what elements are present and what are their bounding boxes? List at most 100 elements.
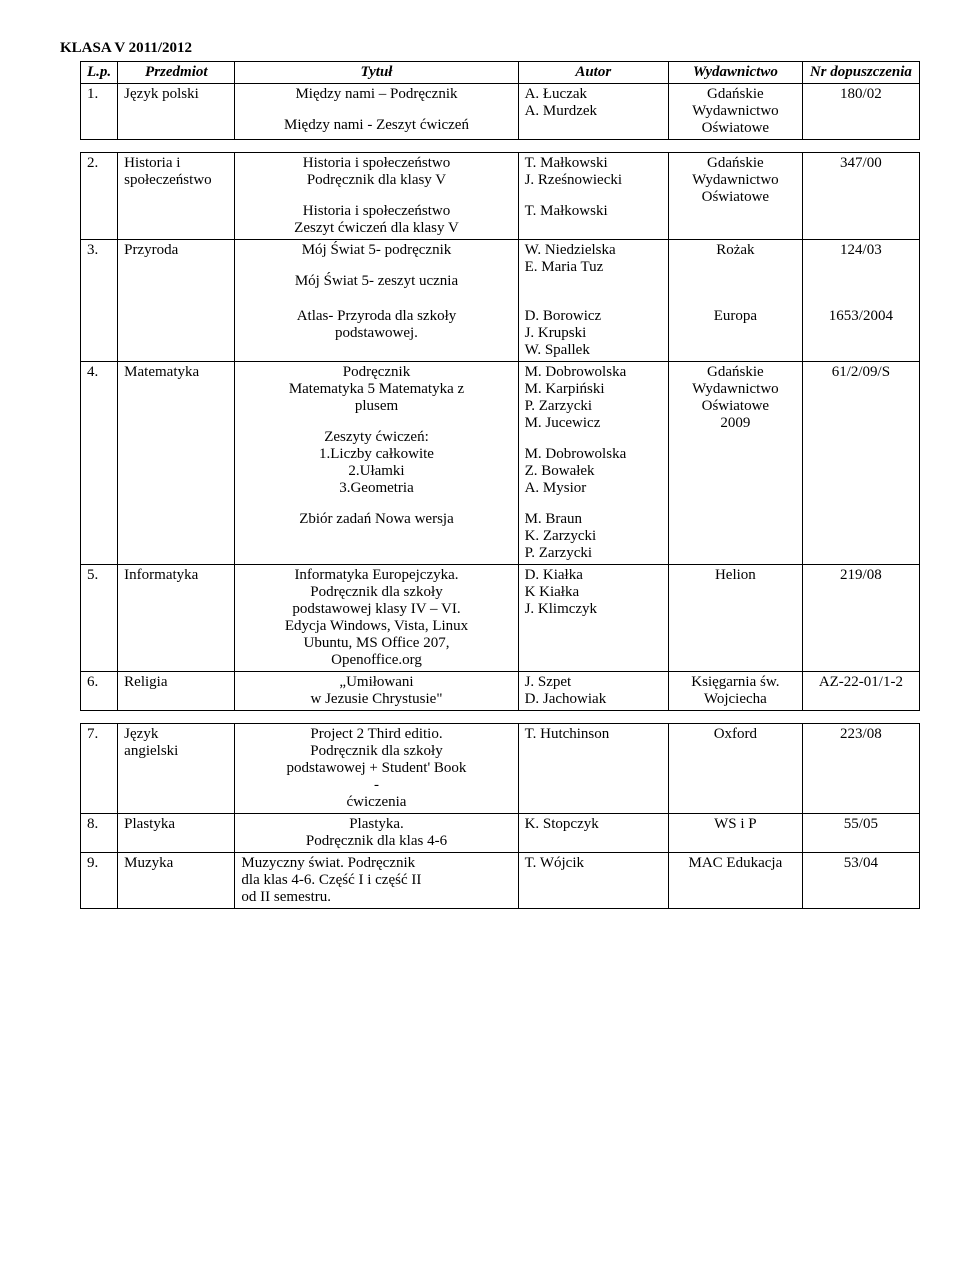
spacer-row [81, 711, 920, 724]
cell-text: D. Borowicz [525, 308, 662, 325]
cell-wyd: Europa [668, 292, 802, 362]
cell-autor: K. Stopczyk [518, 814, 668, 853]
cell-text: A. Mysior [525, 480, 662, 497]
cell-text: podstawowej klasy IV – VI. [241, 601, 511, 618]
cell-text: „Umiłowani [241, 674, 511, 691]
cell-text: W. Spallek [525, 342, 662, 359]
cell-lp: 2. [81, 153, 118, 240]
cell-text: Plastyka. [241, 816, 511, 833]
header-row: L.p. Przedmiot Tytuł Autor Wydawnictwo N… [81, 62, 920, 84]
cell-text: Język [124, 726, 228, 743]
cell-text: E. Maria Tuz [525, 259, 662, 276]
cell-text: M. Jucewicz [525, 415, 662, 432]
cell-nr: 347/00 [802, 153, 919, 240]
cell-autor: T. Małkowski J. Rześnowiecki T. Małkowsk… [518, 153, 668, 240]
cell-text: W. Niedzielska [525, 242, 662, 259]
cell-tytul: „Umiłowani w Jezusie Chrystusie" [235, 672, 518, 711]
cell-text: Wojciecha [675, 691, 796, 708]
cell-text: ćwiczenia [241, 794, 511, 811]
cell-text: Wydawnictwo [675, 172, 796, 189]
cell-wyd: Oxford [668, 724, 802, 814]
cell-text: Mój Świat 5- zeszyt ucznia [241, 273, 511, 290]
cell-text: J. Krupski [525, 325, 662, 342]
cell-lp: 3. [81, 240, 118, 293]
cell-tytul: Project 2 Third editio. Podręcznik dla s… [235, 724, 518, 814]
cell-lp: 9. [81, 853, 118, 909]
cell-wyd: Helion [668, 565, 802, 672]
cell-lp: 6. [81, 672, 118, 711]
page-title: KLASA V 2011/2012 [60, 40, 920, 57]
cell-text: M. Braun [525, 511, 662, 528]
cell-autor: W. Niedzielska E. Maria Tuz [518, 240, 668, 293]
cell-text: Zeszyt ćwiczeń dla klasy V [241, 220, 511, 237]
cell-text: Gdańskie [675, 155, 796, 172]
cell-text: Oświatowe [675, 189, 796, 206]
cell-text: A. Murdzek [525, 103, 662, 120]
spacer-row [81, 140, 920, 153]
cell-text: Europa [675, 308, 796, 325]
table-row: 5. Informatyka Informatyka Europejczyka.… [81, 565, 920, 672]
table-row: 7. Język angielski Project 2 Third editi… [81, 724, 920, 814]
table-row: Atlas- Przyroda dla szkoły podstawowej. … [81, 292, 920, 362]
cell-wyd: Księgarnia św. Wojciecha [668, 672, 802, 711]
cell-tytul: Mój Świat 5- podręcznik Mój Świat 5- zes… [235, 240, 518, 293]
cell-text: - [241, 777, 511, 794]
header-autor: Autor [518, 62, 668, 84]
cell-text: 2009 [675, 415, 796, 432]
cell-przedmiot: Plastyka [118, 814, 235, 853]
cell-text: podstawowej. [241, 325, 511, 342]
table-row: 4. Matematyka Podręcznik Matematyka 5 Ma… [81, 362, 920, 565]
cell-nr: 1653/2004 [802, 292, 919, 362]
cell-text: Gdańskie [675, 86, 796, 103]
cell-text: Oświatowe [675, 398, 796, 415]
cell-wyd: Gdańskie Wydawnictwo Oświatowe 2009 [668, 362, 802, 565]
cell-text: angielski [124, 743, 228, 760]
cell-nr: 55/05 [802, 814, 919, 853]
cell-text: P. Zarzycki [525, 545, 662, 562]
table-row: 8. Plastyka Plastyka. Podręcznik dla kla… [81, 814, 920, 853]
cell-tytul: Historia i społeczeństwo Podręcznik dla … [235, 153, 518, 240]
cell-tytul: Podręcznik Matematyka 5 Matematyka z plu… [235, 362, 518, 565]
table-row: 6. Religia „Umiłowani w Jezusie Chrystus… [81, 672, 920, 711]
header-wydawnictwo: Wydawnictwo [668, 62, 802, 84]
cell-text: Project 2 Third editio. [241, 726, 511, 743]
cell-przedmiot: Historia i społeczeństwo [118, 153, 235, 240]
cell-przedmiot: Muzyka [118, 853, 235, 909]
cell-nr: 61/2/09/S [802, 362, 919, 565]
cell-autor: M. Dobrowolska M. Karpiński P. Zarzycki … [518, 362, 668, 565]
cell-autor: D. Kiałka K Kiałka J. Klimczyk [518, 565, 668, 672]
cell-text: D. Jachowiak [525, 691, 662, 708]
cell-text: Openoffice.org [241, 652, 511, 669]
cell-text: J. Szpet [525, 674, 662, 691]
cell-nr: 219/08 [802, 565, 919, 672]
main-table: L.p. Przedmiot Tytuł Autor Wydawnictwo N… [80, 61, 920, 909]
table-row: 1. Język polski Między nami – Podręcznik… [81, 84, 920, 140]
cell-nr: 180/02 [802, 84, 919, 140]
cell-przedmiot: Język polski [118, 84, 235, 140]
cell-text: D. Kiałka [525, 567, 662, 584]
header-tytul: Tytuł [235, 62, 518, 84]
cell-lp: 7. [81, 724, 118, 814]
cell-nr: 223/08 [802, 724, 919, 814]
cell-tytul: Między nami – Podręcznik Między nami - Z… [235, 84, 518, 140]
cell-autor: J. Szpet D. Jachowiak [518, 672, 668, 711]
cell-text: Podręcznik dla szkoły [241, 584, 511, 601]
cell-text: P. Zarzycki [525, 398, 662, 415]
cell-text: Informatyka Europejczyka. [241, 567, 511, 584]
cell-nr: 53/04 [802, 853, 919, 909]
cell-text: Ubuntu, MS Office 207, [241, 635, 511, 652]
cell-text: Księgarnia św. [675, 674, 796, 691]
cell-autor: T. Wójcik [518, 853, 668, 909]
cell-wyd: MAC Edukacja [668, 853, 802, 909]
cell-text: Muzyczny świat. Podręcznik [241, 855, 511, 872]
cell-text: Podręcznik dla klas 4-6 [241, 833, 511, 850]
cell-text: Gdańskie [675, 364, 796, 381]
cell-przedmiot [118, 292, 235, 362]
table-row: 2. Historia i społeczeństwo Historia i s… [81, 153, 920, 240]
cell-text: 2.Ułamki [241, 463, 511, 480]
cell-wyd: WS i P [668, 814, 802, 853]
cell-text: K. Zarzycki [525, 528, 662, 545]
cell-text: Historia i społeczeństwo [241, 203, 511, 220]
cell-tytul: Plastyka. Podręcznik dla klas 4-6 [235, 814, 518, 853]
cell-przedmiot: Religia [118, 672, 235, 711]
